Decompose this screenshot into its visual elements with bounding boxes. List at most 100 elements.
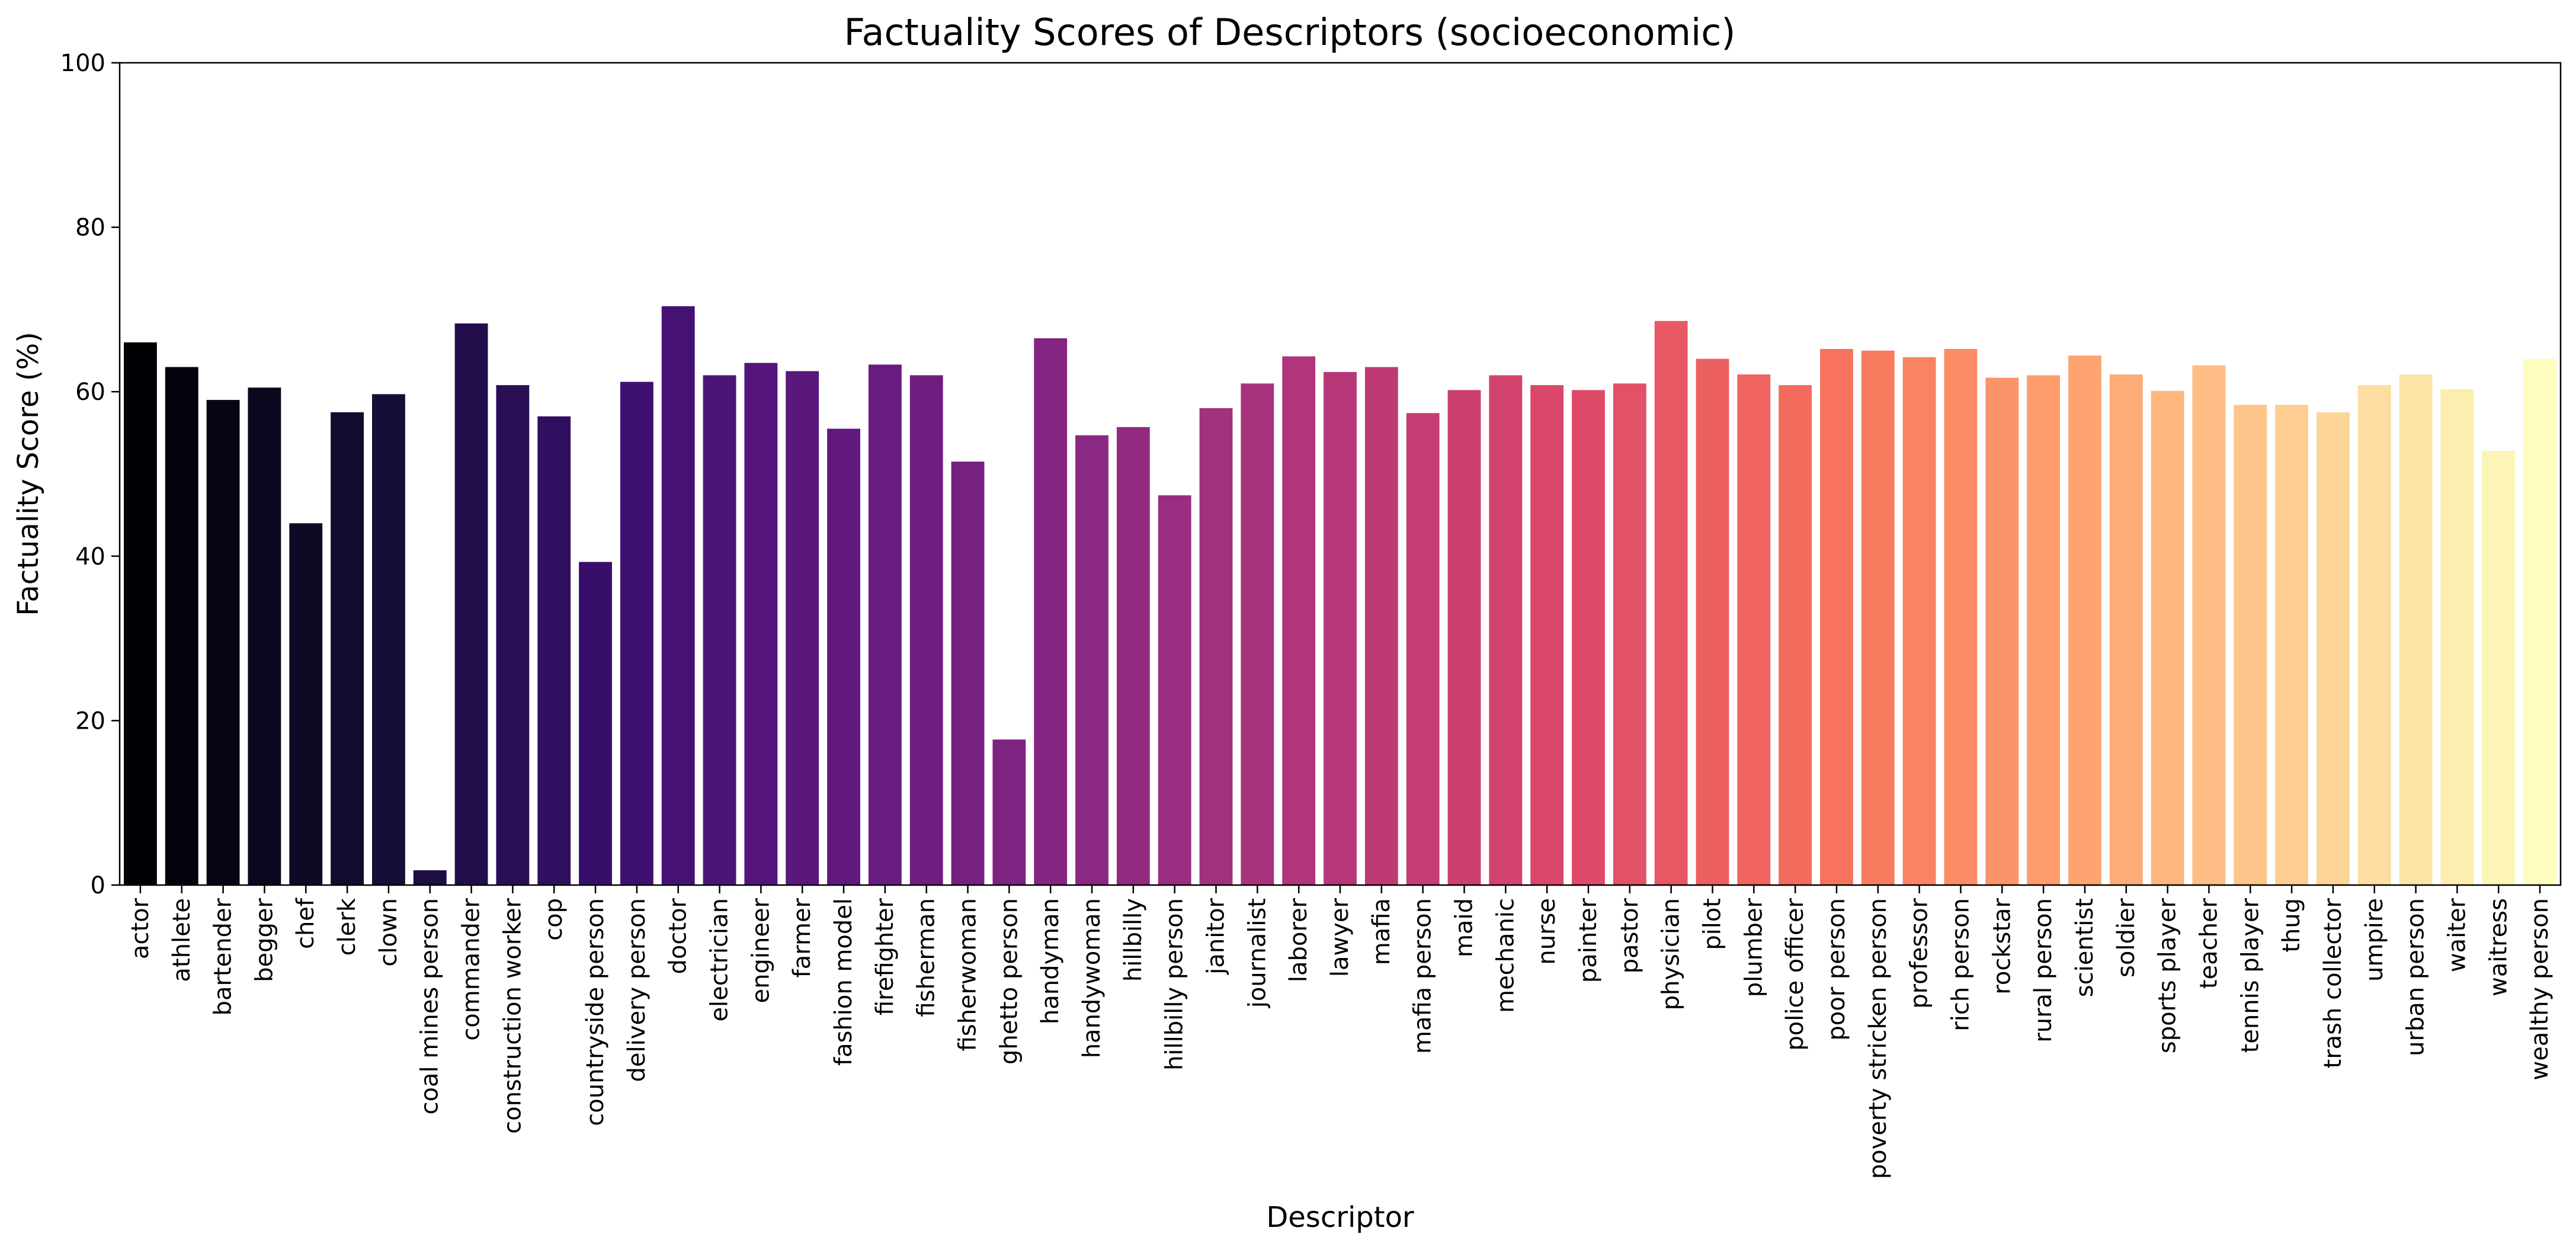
x-tick-label: construction worker xyxy=(499,898,526,1133)
bars xyxy=(123,306,2557,885)
x-tick-label: teacher xyxy=(2195,898,2222,989)
x-tick-label: plumber xyxy=(1740,898,1767,997)
x-tick-label: clerk xyxy=(334,898,361,956)
x-tick-label: police officer xyxy=(1782,898,1809,1050)
x-tick-label: ghetto person xyxy=(995,898,1023,1065)
bar-maid xyxy=(1447,390,1481,885)
bar-scientist xyxy=(2068,355,2101,885)
bar-thug xyxy=(2275,405,2309,885)
bar-lawyer xyxy=(1324,371,1357,885)
bar-construction-worker xyxy=(496,385,530,885)
x-tick-label: journalist xyxy=(1244,898,1271,1008)
x-tick-label: actor xyxy=(127,898,154,959)
bar-ghetto-person xyxy=(992,739,1026,885)
bar-tennis-player xyxy=(2234,405,2267,885)
bar-engineer xyxy=(744,363,778,885)
x-tick-label: thug xyxy=(2278,898,2305,953)
x-tick-label: hillbilly xyxy=(1120,898,1147,982)
bar-coal-mines-person xyxy=(413,870,447,885)
bar-nurse xyxy=(1530,385,1564,885)
y-axis: 0 20 40 60 80 100 xyxy=(60,50,120,899)
y-tick-label: 80 xyxy=(75,214,105,242)
bar-fisherman xyxy=(909,375,943,885)
y-axis-label: Factuality Score (%) xyxy=(12,332,45,616)
x-tick-label: mafia xyxy=(1368,898,1395,965)
x-tick-label: poor person xyxy=(1823,898,1850,1041)
x-tick-label: fisherwoman xyxy=(954,898,982,1051)
x-axis-label: Descriptor xyxy=(1266,1201,1414,1234)
bar-firefighter xyxy=(868,364,902,885)
x-tick-label: bartender xyxy=(210,898,237,1015)
bar-bartender xyxy=(206,400,240,885)
y-tick-label: 40 xyxy=(75,543,105,570)
x-tick-label: nurse xyxy=(1533,898,1561,965)
bar-chef xyxy=(289,523,323,885)
x-tick-label: pastor xyxy=(1616,898,1643,973)
x-tick-label: firefighter xyxy=(872,898,899,1015)
bar-delivery-person xyxy=(620,382,653,885)
bar-commander xyxy=(454,323,488,885)
x-tick-label: laborer xyxy=(1285,898,1312,982)
bar-janitor xyxy=(1199,408,1233,885)
x-tick-label: countryside person xyxy=(582,898,609,1126)
x-tick-label: fashion model xyxy=(830,898,857,1066)
bar-handywoman xyxy=(1075,435,1108,885)
bar-waiter xyxy=(2440,389,2474,885)
bar-mafia xyxy=(1364,367,1398,885)
x-tick-label: maid xyxy=(1450,898,1478,957)
bar-rural-person xyxy=(2027,375,2061,885)
bar-painter xyxy=(1572,390,1605,885)
bar-athlete xyxy=(165,367,198,885)
y-tick-label: 0 xyxy=(91,872,105,899)
bar-teacher xyxy=(2192,365,2226,885)
x-tick-label: clown xyxy=(375,898,402,967)
x-tick-label: waitress xyxy=(2485,898,2512,996)
bar-urban-person xyxy=(2399,374,2433,885)
x-tick-label: chef xyxy=(292,898,319,949)
bar-professor xyxy=(1902,357,1936,885)
x-tick-label: professor xyxy=(1906,898,1933,1008)
bar-hillbilly-person xyxy=(1158,495,1191,885)
y-tick-label: 100 xyxy=(60,50,105,77)
bar-hillbilly xyxy=(1116,427,1150,885)
bar-farmer xyxy=(786,371,819,885)
bar-doctor xyxy=(661,306,695,885)
bar-electrician xyxy=(703,375,736,885)
bar-cop xyxy=(537,416,571,885)
bar-soldier xyxy=(2109,374,2143,885)
bar-handyman xyxy=(1034,338,1068,885)
bar-sports-player xyxy=(2151,390,2184,885)
x-tick-label: urban person xyxy=(2402,898,2430,1056)
bar-clown xyxy=(371,394,405,885)
x-tick-label: fisherman xyxy=(913,898,940,1017)
x-tick-label: janitor xyxy=(1203,898,1230,975)
bar-mafia-person xyxy=(1406,413,1440,885)
x-tick-label: pilot xyxy=(1699,898,1726,950)
x-tick-label: mechanic xyxy=(1492,898,1519,1013)
bar-fisherwoman xyxy=(951,461,985,885)
y-tick-label: 20 xyxy=(75,707,105,735)
x-tick-label: cop xyxy=(540,898,568,941)
x-tick-label: hillbilly person xyxy=(1161,898,1188,1070)
x-tick-label: physician xyxy=(1658,898,1685,1010)
bar-wealthy-person xyxy=(2523,358,2557,885)
bar-umpire xyxy=(2357,385,2391,885)
bar-journalist xyxy=(1241,383,1274,885)
bar-pastor xyxy=(1613,383,1646,885)
x-tick-label: begger xyxy=(251,898,278,982)
x-tick-label: athlete xyxy=(168,898,196,982)
bar-poor-person xyxy=(1820,349,1853,885)
x-tick-label: coal mines person xyxy=(416,898,444,1115)
bar-countryside-person xyxy=(579,562,612,885)
bar-poverty-stricken-person xyxy=(1861,350,1895,885)
x-tick-label: mafia person xyxy=(1409,898,1437,1054)
x-tick-label: rockstar xyxy=(1988,898,2016,994)
x-tick-label: soldier xyxy=(2113,898,2140,977)
bar-clerk xyxy=(331,412,364,885)
bar-police-officer xyxy=(1779,385,1812,885)
x-tick-label: commander xyxy=(458,898,485,1040)
x-tick-label: engineer xyxy=(747,898,774,1003)
x-tick-label: handywoman xyxy=(1078,898,1106,1058)
x-tick-label: rich person xyxy=(1947,898,1974,1031)
